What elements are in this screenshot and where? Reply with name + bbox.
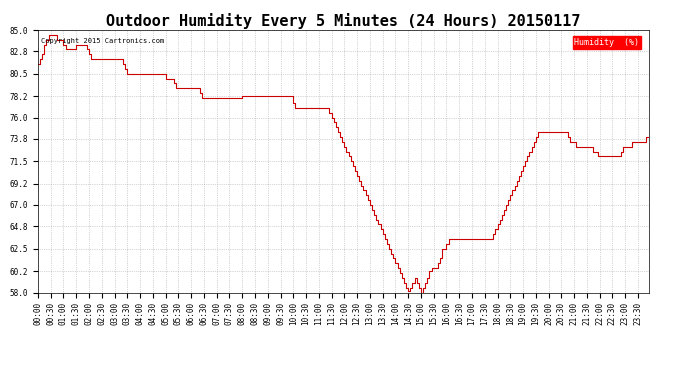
Text: Copyright 2015 Cartronics.com: Copyright 2015 Cartronics.com bbox=[41, 38, 164, 44]
Title: Outdoor Humidity Every 5 Minutes (24 Hours) 20150117: Outdoor Humidity Every 5 Minutes (24 Hou… bbox=[106, 13, 580, 29]
Text: Humidity  (%): Humidity (%) bbox=[575, 38, 640, 47]
